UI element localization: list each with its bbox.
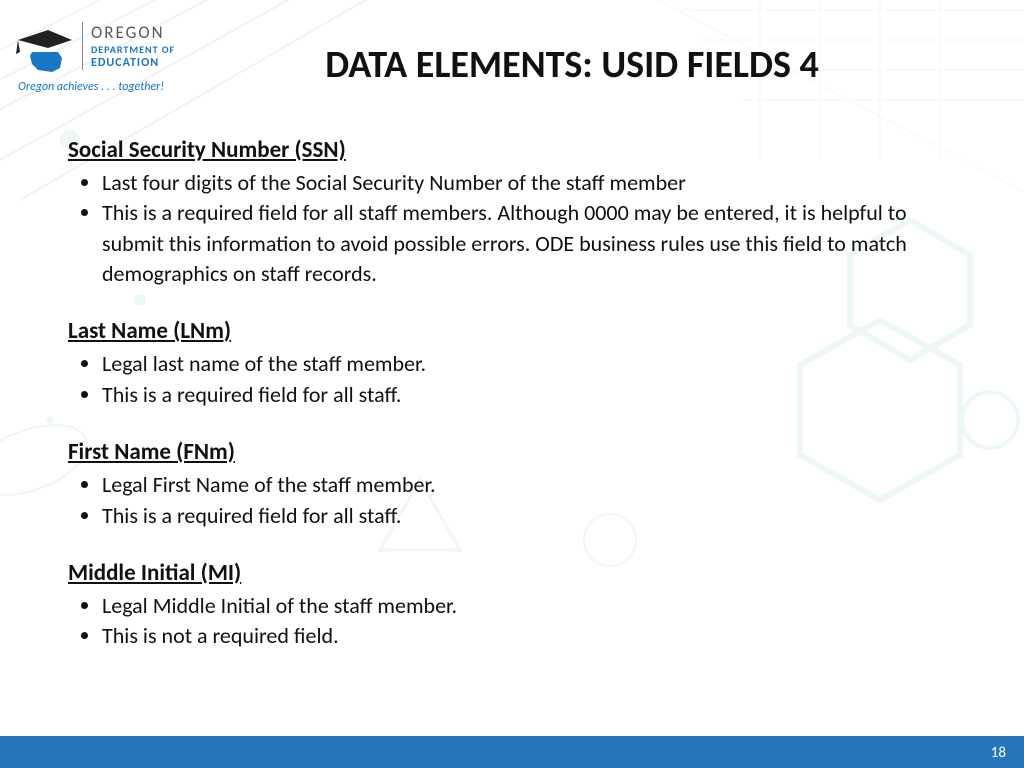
bullet-item: This is a required field for all staff. [102,380,964,410]
slide: OREGON DEPARTMENT OF EDUCATION Oregon ac… [0,0,1024,768]
section-first-name: First Name (FNm) Legal First Name of the… [68,438,964,531]
slide-content: Social Security Number (SSN) Last four d… [68,136,964,680]
logo-line-oregon: OREGON [91,22,175,43]
section-heading: Social Security Number (SSN) [68,136,964,164]
section-last-name: Last Name (LNm) Legal last name of the s… [68,317,964,410]
footer-bar: 18 [0,736,1024,768]
section-ssn: Social Security Number (SSN) Last four d… [68,136,964,289]
section-bullets: Legal First Name of the staff member. Th… [68,470,964,531]
bullet-item: This is not a required field. [102,621,964,651]
page-number: 18 [991,744,1006,762]
section-middle-initial: Middle Initial (MI) Legal Middle Initial… [68,559,964,652]
section-bullets: Last four digits of the Social Security … [68,168,964,289]
bullet-item: Legal Middle Initial of the staff member… [102,591,964,621]
bullet-item: This is a required field for all staff. [102,501,964,531]
bullet-item: Legal First Name of the staff member. [102,470,964,500]
slide-title: DATA ELEMENTS: USID FIELDS 4 [0,42,1024,88]
bullet-item: Last four digits of the Social Security … [102,168,964,198]
section-bullets: Legal Middle Initial of the staff member… [68,591,964,652]
bullet-item: This is a required field for all staff m… [102,198,964,289]
section-heading: First Name (FNm) [68,438,964,466]
section-bullets: Legal last name of the staff member. Thi… [68,349,964,410]
bullet-item: Legal last name of the staff member. [102,349,964,379]
section-heading: Middle Initial (MI) [68,559,964,587]
section-heading: Last Name (LNm) [68,317,964,345]
